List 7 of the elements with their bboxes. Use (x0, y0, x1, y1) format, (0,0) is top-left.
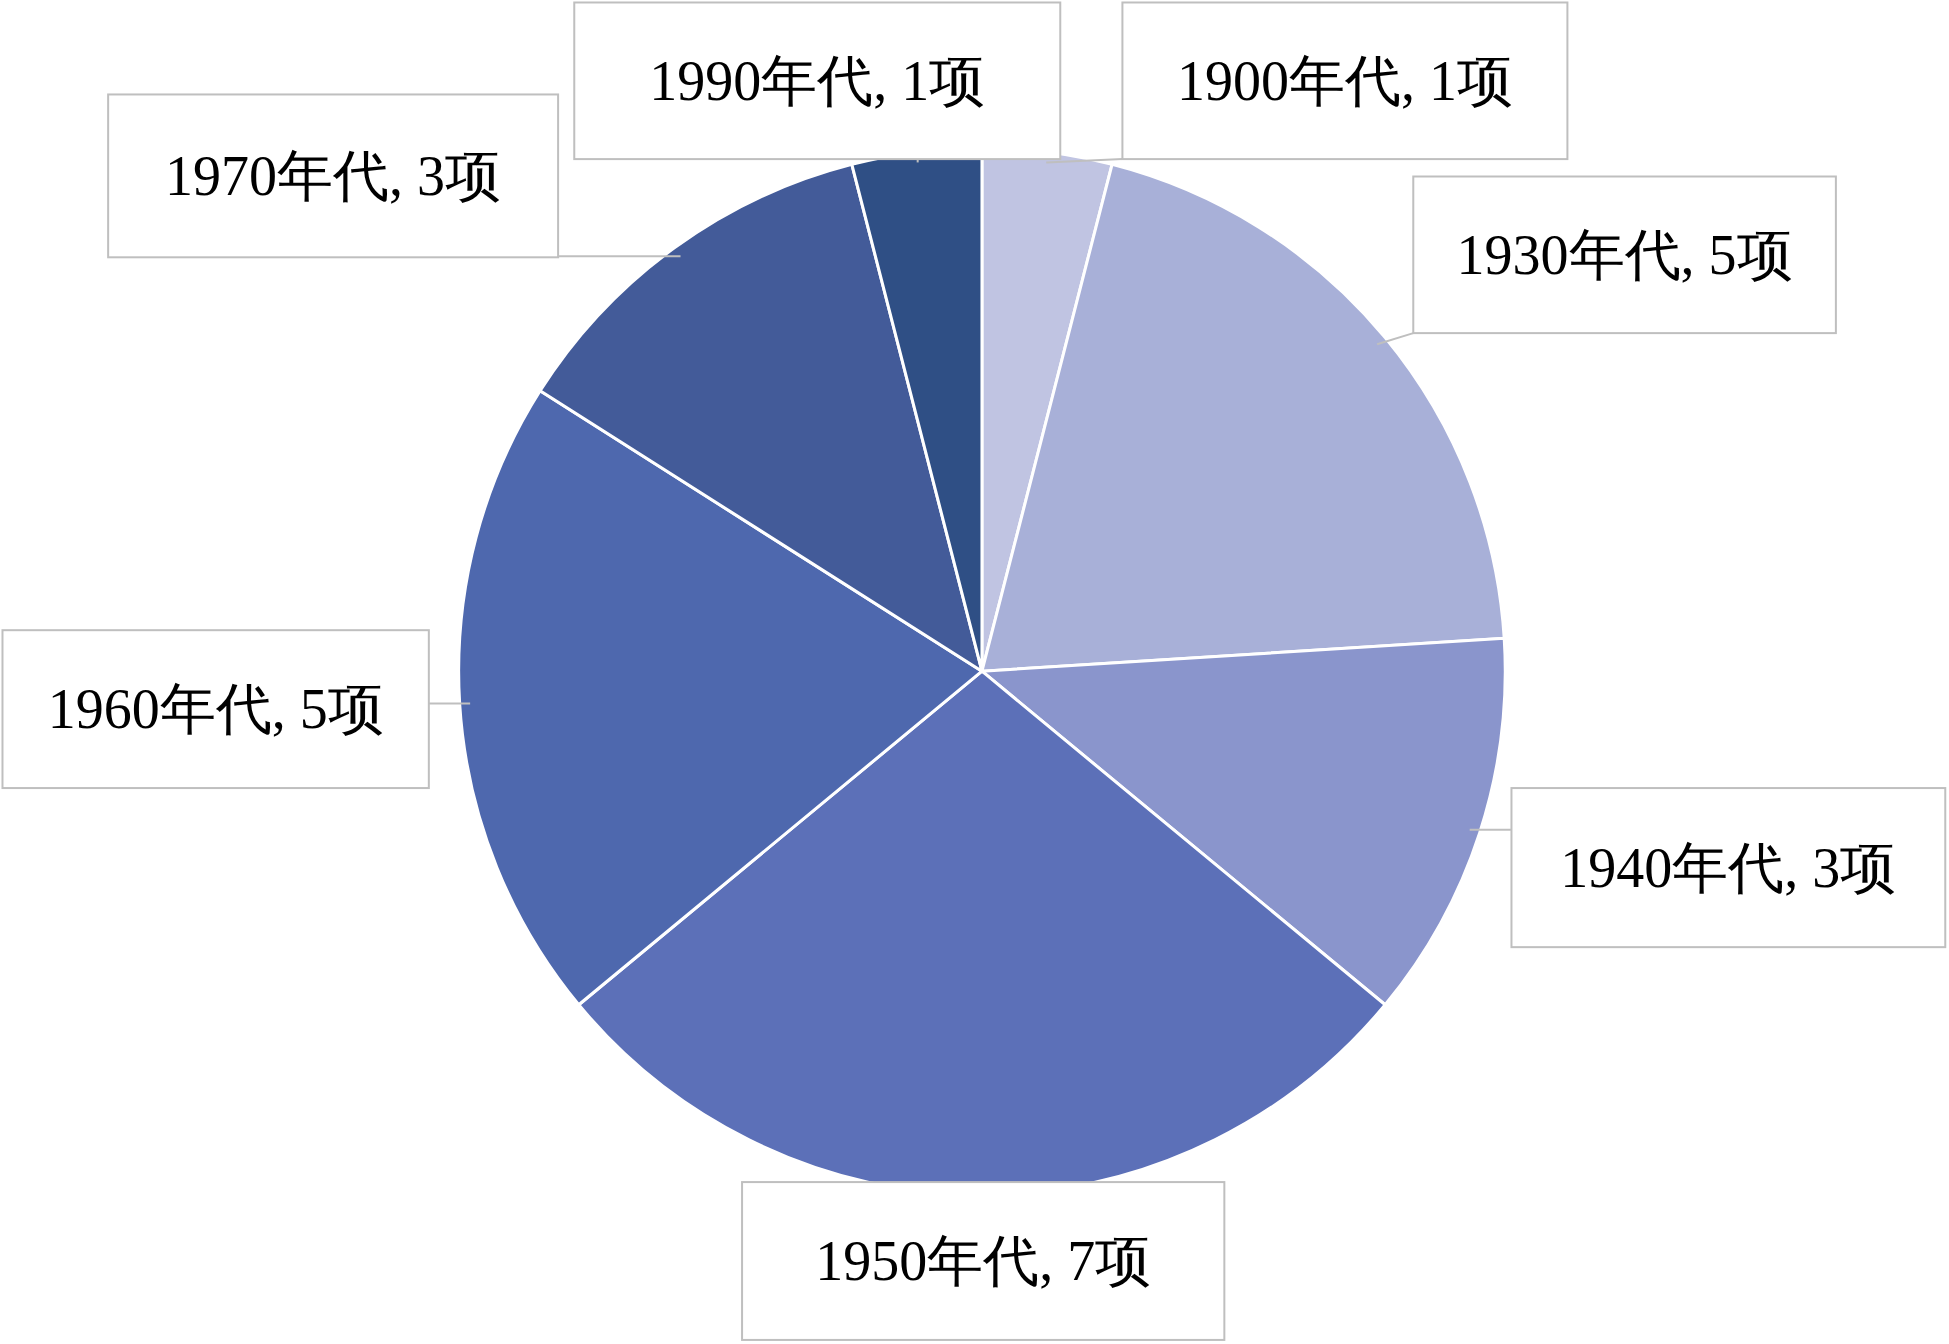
slice-label: 1970年代, 3项 (165, 144, 502, 207)
slice-label: 1960年代, 5项 (47, 678, 384, 741)
slice-label: 1900年代, 1项 (1176, 49, 1513, 112)
slice-label: 1930年代, 5项 (1456, 223, 1793, 286)
slice-label: 1940年代, 3项 (1560, 836, 1897, 899)
slice-label: 1990年代, 1项 (649, 49, 986, 112)
slice-label: 1950年代, 7项 (815, 1230, 1152, 1293)
